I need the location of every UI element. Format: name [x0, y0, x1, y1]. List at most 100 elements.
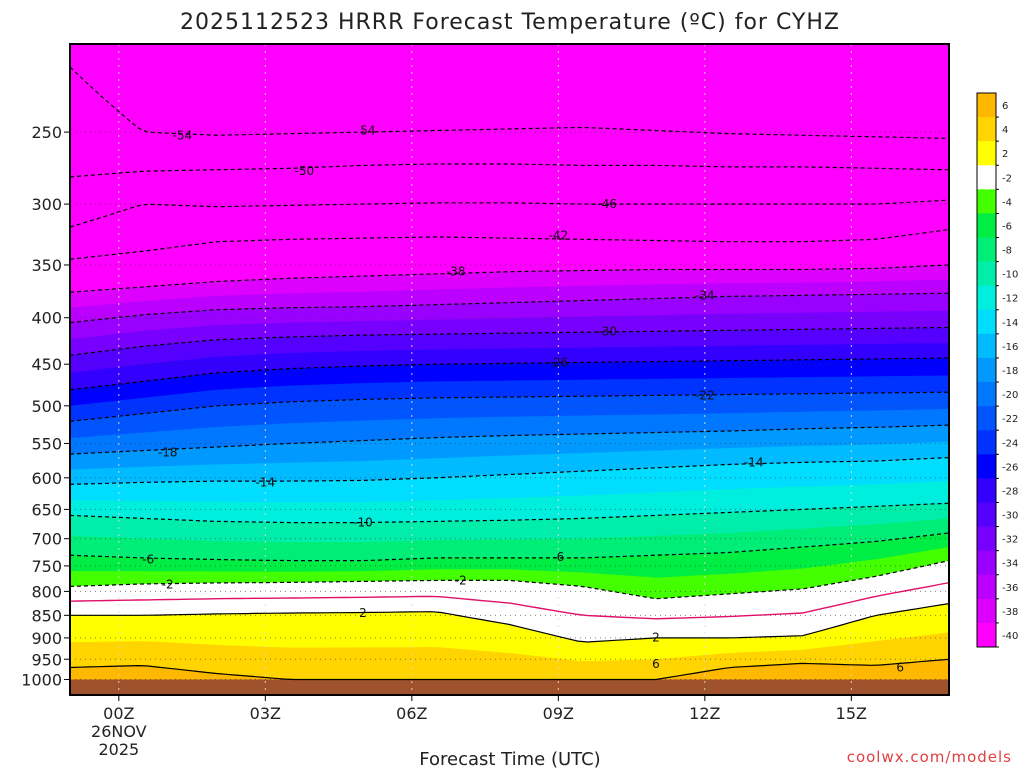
contour-label: -22: [695, 388, 715, 402]
isotherm-line: [70, 658, 949, 681]
y-tick-label: 650: [31, 500, 62, 519]
colorbar-label: -24: [1002, 438, 1018, 449]
x-tick-year: 2025: [98, 740, 139, 759]
y-tick-label: 400: [31, 309, 62, 328]
x-tick-label: 15Z: [836, 704, 867, 723]
contour-label: -14: [256, 475, 276, 489]
isotherm-line: [70, 66, 949, 139]
colorbar-swatch: [977, 430, 996, 455]
contour-label: -30: [597, 324, 617, 338]
colorbar: 6 4 2 -2 -4 -6 -8 -10 -12 -14 -16 -18 -20 -22 -24 -26 -2…: [976, 92, 1018, 648]
colorbar-swatch: [977, 93, 996, 118]
contour-label: -50: [295, 164, 315, 178]
x-tick-label: 06Z: [396, 704, 427, 723]
isotherm-line: [70, 199, 949, 228]
y-axis: 250 300 350 400 450 500 550 600 650 700 750 800 850 9…: [21, 123, 70, 690]
contour-label: -34: [695, 288, 715, 302]
colorbar-label: -30: [1002, 511, 1018, 522]
colorbar-label: -26: [1002, 462, 1018, 473]
chart-title: 2025112523 HRRR Forecast Temperature (ºC…: [180, 10, 840, 35]
colorbar-swatch: [977, 502, 996, 528]
contour-label: -42: [549, 229, 569, 243]
colorbar-swatch: [977, 406, 996, 431]
contour-label: -2: [162, 577, 174, 591]
y-tick-label: 250: [31, 123, 62, 142]
colorbar-swatch: [977, 357, 996, 383]
colorbar-swatch: [977, 285, 996, 311]
contour-label: 54: [360, 124, 375, 138]
colorbar-swatch: [977, 478, 996, 503]
colorbar-label: -18: [1002, 366, 1018, 377]
y-tick-label: 850: [31, 606, 62, 625]
isotherms: [70, 66, 949, 681]
y-tick-label: 350: [31, 256, 62, 275]
contour-label: -2: [455, 573, 467, 587]
isotherm-line: [70, 391, 949, 422]
y-tick-label: 450: [31, 355, 62, 374]
x-tick-label: 03Z: [250, 704, 281, 723]
x-tick-label: 00Z: [103, 704, 134, 723]
y-tick-label: 900: [31, 629, 62, 648]
colorbar-label: -28: [1002, 486, 1018, 497]
colorbar-label: -4: [1002, 197, 1012, 208]
contour-label: -54: [173, 128, 193, 142]
colorbar-swatch: [977, 189, 996, 214]
colorbar-label: -10: [1002, 270, 1018, 281]
x-tick-label: 09Z: [543, 704, 574, 723]
colorbar-label: -16: [1002, 342, 1018, 353]
colorbar-swatch: [977, 622, 996, 648]
isotherm-line: [70, 326, 949, 356]
contour-label: -46: [597, 197, 617, 211]
colorbar-swatch: [977, 550, 996, 576]
colorbar-swatch: [977, 261, 996, 287]
freezing-line: [70, 582, 949, 620]
isotherm-line: [70, 292, 949, 324]
colorbar-swatch: [977, 333, 996, 359]
colorbar-swatch: [977, 382, 996, 407]
x-tick-label: 12Z: [689, 704, 720, 723]
y-tick-label: 950: [31, 650, 62, 669]
colorbar-label: -32: [1002, 535, 1018, 546]
contour-label: -10: [353, 516, 373, 530]
colorbar-label: -2: [1002, 173, 1012, 184]
isotherm-line: [70, 603, 949, 643]
y-tick-label: 700: [31, 530, 62, 549]
y-tick-label: 500: [31, 397, 62, 416]
ground-layer: [70, 679, 949, 695]
colorbar-label: -14: [1002, 318, 1018, 329]
contour-label: -38: [446, 265, 466, 279]
colorbar-label: -38: [1002, 607, 1018, 618]
colorbar-label: -36: [1002, 583, 1018, 594]
isotherm-line: [70, 357, 949, 391]
colorbar-label: 4: [1002, 125, 1008, 136]
contour-label: -14: [744, 455, 764, 469]
contour-label: 6: [896, 660, 904, 674]
colorbar-label: -34: [1002, 559, 1018, 570]
colorbar-swatch: [977, 526, 996, 552]
colorbar-label: 6: [1002, 101, 1008, 112]
colorbar-label: -40: [1002, 631, 1018, 642]
colorbar-swatch: [977, 117, 996, 142]
colorbar-label: -8: [1002, 246, 1012, 257]
contour-label: -26: [549, 355, 569, 369]
credit-link[interactable]: coolwx.com/models: [847, 748, 1012, 766]
colorbar-label: -12: [1002, 294, 1018, 305]
colorbar-swatch: [977, 165, 996, 190]
colorbar-swatch: [977, 141, 996, 166]
y-tick-label: 550: [31, 434, 62, 453]
y-tick-label: 300: [31, 195, 62, 214]
contour-label: -6: [142, 553, 154, 567]
y-tick-label: 1000: [21, 671, 62, 690]
colorbar-label: -20: [1002, 390, 1018, 401]
contour-label: 6: [652, 657, 660, 671]
x-tick-date: 26NOV: [91, 722, 147, 741]
y-tick-label: 800: [31, 582, 62, 601]
colorbar-swatch: [977, 598, 996, 624]
colorbar-frame: [976, 92, 997, 648]
ground-band: [70, 679, 949, 695]
plot-frame: [69, 43, 950, 696]
x-axis-label: Forecast Time (UTC): [419, 749, 600, 768]
contour-label: -18: [158, 446, 178, 460]
